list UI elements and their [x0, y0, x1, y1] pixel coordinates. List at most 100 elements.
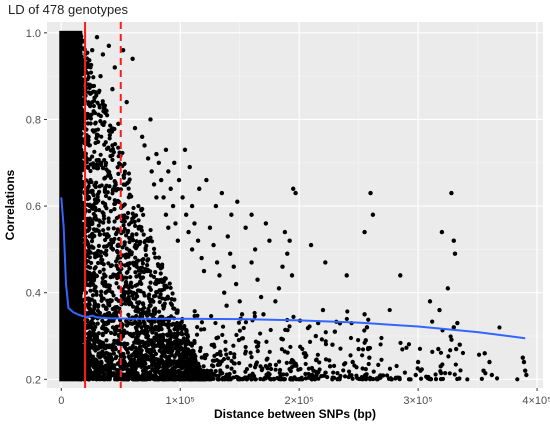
data-point — [86, 325, 91, 330]
data-point — [110, 188, 115, 193]
data-point — [108, 297, 113, 303]
data-point — [118, 354, 123, 359]
data-point — [152, 281, 158, 286]
data-point — [214, 336, 219, 341]
data-point — [99, 289, 104, 294]
data-point — [78, 119, 83, 124]
data-point — [192, 338, 197, 344]
data-point — [181, 370, 186, 375]
data-point — [91, 308, 96, 313]
data-point — [79, 213, 84, 219]
data-point — [79, 164, 84, 170]
data-point — [127, 248, 132, 253]
x-tick-label: 2×10⁵ — [284, 395, 313, 407]
data-point — [279, 336, 284, 341]
data-point — [102, 371, 107, 376]
data-point — [149, 322, 154, 327]
data-point — [266, 371, 271, 376]
data-point — [153, 255, 158, 260]
data-point — [89, 221, 94, 227]
data-point — [125, 230, 130, 235]
data-point — [112, 345, 118, 350]
data-point — [86, 304, 91, 309]
data-point — [96, 229, 101, 234]
data-point — [142, 323, 147, 328]
data-point — [124, 347, 129, 352]
x-tick-label: 0 — [58, 395, 64, 407]
data-point — [317, 360, 322, 365]
data-point — [448, 334, 453, 339]
data-point — [323, 357, 329, 362]
data-point — [130, 304, 136, 309]
data-point — [91, 83, 96, 89]
data-point — [135, 377, 140, 382]
data-point — [172, 354, 177, 359]
data-point — [395, 375, 401, 380]
data-point — [140, 275, 146, 280]
data-point — [139, 265, 145, 270]
data-point — [108, 330, 114, 335]
data-point — [78, 72, 83, 78]
data-point — [237, 361, 242, 366]
data-point — [341, 368, 346, 373]
data-point — [103, 305, 108, 310]
data-point — [163, 348, 168, 353]
data-point — [79, 179, 84, 185]
data-point — [210, 358, 216, 363]
data-point — [79, 147, 84, 152]
data-point — [181, 376, 186, 381]
data-point — [148, 357, 153, 362]
data-point — [281, 377, 287, 382]
data-point — [285, 350, 290, 355]
data-point — [135, 309, 140, 314]
data-point — [95, 195, 100, 200]
data-point — [85, 60, 90, 66]
data-point — [114, 215, 120, 221]
data-point — [287, 238, 292, 243]
data-point — [90, 372, 96, 378]
data-point — [449, 190, 454, 196]
data-point — [172, 371, 177, 377]
data-point — [460, 350, 466, 356]
data-point — [350, 376, 355, 381]
data-point — [281, 372, 286, 377]
data-point — [79, 306, 85, 311]
data-point — [476, 352, 482, 357]
data-point — [91, 227, 97, 232]
data-point — [117, 270, 122, 275]
data-point — [196, 361, 201, 366]
data-point — [154, 195, 159, 200]
data-point — [356, 337, 361, 343]
data-point — [101, 216, 107, 221]
data-point — [143, 369, 148, 374]
data-point — [172, 297, 177, 302]
data-point — [418, 368, 423, 373]
data-point — [196, 367, 202, 372]
data-point — [123, 284, 128, 289]
data-point — [88, 91, 93, 96]
data-point — [101, 262, 106, 267]
data-point — [148, 340, 154, 345]
data-point — [131, 352, 136, 357]
data-point — [332, 329, 338, 334]
data-point — [79, 131, 84, 136]
data-point — [87, 85, 92, 91]
data-point — [121, 229, 126, 234]
data-point — [98, 73, 103, 79]
data-point — [142, 269, 147, 275]
data-point — [157, 299, 162, 305]
data-point — [94, 358, 99, 363]
data-point — [78, 261, 83, 267]
data-point — [90, 99, 95, 105]
data-point — [160, 335, 166, 340]
data-point — [110, 143, 115, 148]
data-point — [79, 366, 84, 371]
data-point — [103, 175, 108, 180]
data-point — [98, 152, 103, 157]
data-point — [156, 343, 161, 348]
data-point — [148, 303, 153, 308]
data-point — [195, 238, 201, 243]
data-point — [187, 164, 192, 170]
data-point — [91, 75, 96, 80]
data-point — [79, 336, 84, 341]
